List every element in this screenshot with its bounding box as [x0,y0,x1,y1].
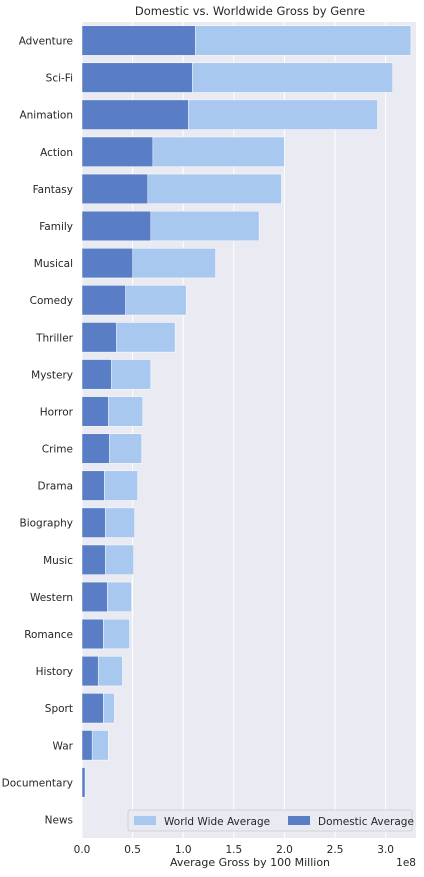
legend-box [127,809,413,832]
x-tick-label: 0.0 [74,844,91,856]
chart-title: Domestic vs. Worldwide Gross by Genre [135,4,365,18]
bar-domestic [81,210,152,242]
y-tick-label: Biography [20,518,74,530]
y-tick-label: Western [30,592,73,604]
x-tick-labels: 0.0 0.5 1.0 1.5 2.0 2.5 3.0 [74,844,394,856]
y-tick-labels: Adventure Sci-Fi Animation Action Fantasy Fam… [2,36,74,827]
y-tick-label: Family [39,221,73,233]
bar-domestic [81,767,86,798]
bar-domestic [81,173,149,204]
bar-domestic [81,248,133,279]
y-tick-label: Drama [38,481,74,493]
legend-swatch-worldwide [134,816,156,825]
bar-domestic [81,507,106,538]
bar-domestic [81,62,193,93]
y-tick-label: Thriller [35,332,74,344]
legend-swatch-domestic [288,816,310,825]
y-tick-label: Sci-Fi [46,73,73,85]
y-tick-label: Crime [42,444,73,456]
y-tick-label: Sport [45,703,73,715]
bar-domestic [81,470,105,501]
bar-domestic [81,618,104,650]
y-tick-label: Fantasy [33,184,73,196]
y-tick-label: Documentary [2,777,73,789]
y-tick-label: History [36,666,73,678]
y-tick-label: Music [43,555,73,567]
bar-domestic [81,730,93,761]
y-tick-label: Mystery [31,369,73,381]
y-tick-label: Horror [40,406,74,418]
y-tick-label: Adventure [19,36,73,48]
bar-domestic [81,25,196,56]
y-tick-label: War [53,740,74,752]
bar-domestic [81,693,104,724]
x-axis-label: Average Gross by 100 Million [170,856,330,869]
legend: World Wide Average Domestic Average [127,809,414,832]
bar-domestic [81,322,117,353]
legend-label-worldwide: World Wide Average [164,816,270,828]
bar-domestic [81,285,126,316]
bar-domestic [81,433,110,464]
x-tick-label: 3.0 [377,844,394,856]
x-offset-text: 1e8 [396,857,416,869]
x-tick-label: 1.0 [175,844,192,856]
bar-domestic [81,396,109,427]
legend-label-domestic: Domestic Average [318,816,414,828]
bars [81,25,412,798]
x-tick-label: 1.5 [225,844,242,856]
bar-domestic [81,544,106,575]
x-tick-label: 2.0 [276,844,293,856]
bar-domestic [81,581,108,612]
bar-domestic [81,359,112,390]
y-tick-label: Musical [34,258,73,270]
y-tick-label: Romance [24,629,73,641]
y-tick-label: News [45,814,73,826]
bar-domestic [81,656,99,687]
bar-domestic [81,99,189,130]
y-tick-label: Comedy [30,295,73,307]
x-tick-label: 2.5 [327,844,344,856]
y-tick-label: Animation [19,110,73,122]
x-tick-label: 0.5 [124,844,141,856]
bar-domestic [81,136,154,167]
y-tick-label: Action [40,147,73,159]
